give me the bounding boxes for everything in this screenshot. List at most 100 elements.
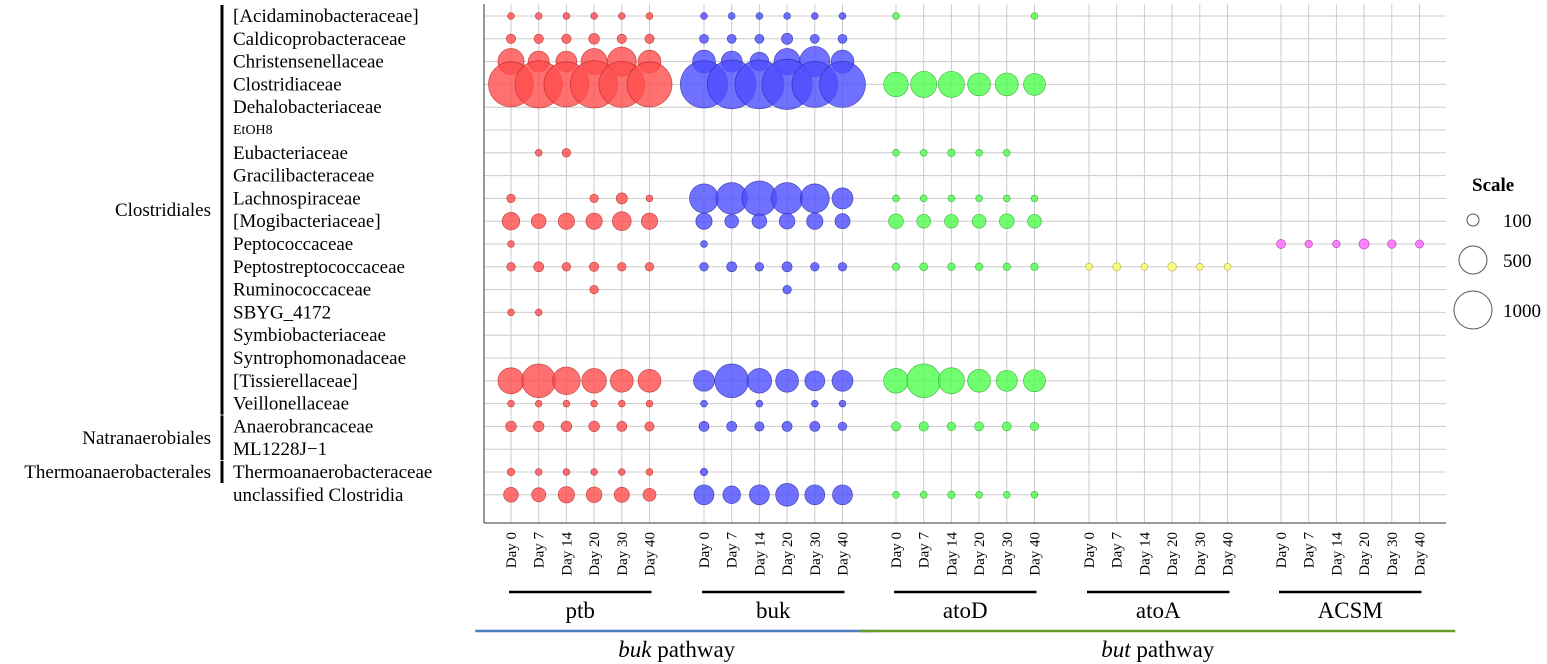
- legend-value: 500: [1503, 251, 1532, 272]
- family-label: Syntrophomonadaceae: [233, 348, 406, 369]
- bubble-buk: [700, 399, 708, 408]
- bubble-buk: [775, 483, 799, 507]
- bubble-atod: [883, 368, 909, 394]
- bubble-ptb: [626, 61, 673, 108]
- bubble-atod: [919, 262, 929, 272]
- bubble-atod: [1002, 262, 1011, 271]
- bubble-buk: [782, 284, 792, 295]
- family-label: Gracilibacteraceae: [233, 166, 374, 187]
- bubble-ptb: [640, 212, 659, 230]
- bubble-buk: [727, 12, 736, 20]
- bubble-buk: [754, 33, 765, 44]
- bubble-atod: [892, 194, 900, 203]
- bubble-acsm: [1387, 239, 1397, 249]
- bubble-buk: [693, 369, 715, 392]
- day-tick-label: Day 0: [889, 532, 905, 568]
- day-tick-label: Day 20: [780, 532, 796, 576]
- bubble-buk: [810, 262, 820, 272]
- bubble-buk: [726, 421, 738, 432]
- family-label: Veillonellaceae: [233, 394, 349, 415]
- bubble-buk: [755, 399, 764, 408]
- bubble-ptb: [507, 308, 515, 317]
- bubble-buk: [746, 368, 773, 394]
- family-label: Symbiobacteriaceae: [233, 325, 386, 346]
- day-tick-label: Day 40: [836, 532, 852, 576]
- legend-circle: [1458, 245, 1488, 275]
- bubble-ptb: [642, 487, 657, 502]
- gene-label: atoA: [1136, 598, 1181, 623]
- day-tick-label: Day 14: [752, 532, 768, 576]
- bubble-ptb: [589, 261, 600, 272]
- bubble-buk: [819, 61, 866, 108]
- bubble-ptb: [533, 33, 544, 44]
- bubble-buk: [837, 421, 848, 432]
- day-tick-label: Day 20: [1165, 532, 1181, 576]
- day-tick-label: Day 40: [643, 532, 659, 576]
- gene-label: buk: [756, 598, 791, 623]
- bubble-acsm: [1304, 239, 1313, 249]
- bubble-atod: [967, 369, 991, 393]
- bubble-atod: [1001, 421, 1012, 432]
- pathway-label: but pathway: [1101, 637, 1215, 662]
- bubble-buk: [838, 12, 847, 20]
- bubble-ptb: [562, 468, 571, 476]
- bubble-atoa: [1085, 263, 1093, 271]
- bubble-ptb: [588, 33, 600, 45]
- bubble-acsm: [1415, 239, 1424, 249]
- bubble-ptb: [590, 468, 598, 476]
- pathway-label-italic: but: [1101, 637, 1131, 662]
- bubble-buk: [699, 33, 709, 44]
- day-tick-label: Day 40: [1413, 532, 1429, 576]
- bubble-ptb: [505, 420, 517, 433]
- bubble-buk: [781, 261, 793, 273]
- bubble-ptb: [645, 194, 654, 203]
- bubble-atod: [919, 149, 928, 157]
- family-label: [Mogibacteriaceae]: [233, 211, 381, 232]
- scale-legend: Scale 100 500 1000: [1453, 175, 1541, 330]
- bubble-atod: [971, 213, 987, 229]
- bubble-buk: [838, 399, 847, 408]
- bubble-buk: [809, 421, 821, 432]
- bubble-ptb: [616, 33, 627, 44]
- day-tick-label: Day 0: [697, 532, 713, 568]
- bubble-atod: [892, 149, 900, 157]
- bubble-atod: [1030, 194, 1039, 203]
- bubble-buk: [699, 467, 709, 477]
- day-tick-label: Day 30: [1385, 532, 1401, 576]
- bubble-ptb: [590, 12, 598, 20]
- bubble-ptb: [507, 240, 515, 248]
- bubble-buk: [775, 369, 799, 393]
- bubble-acsm: [1276, 239, 1286, 249]
- bubble-atod: [919, 194, 928, 203]
- bubble-buk: [806, 212, 824, 230]
- gene-label: ACSM: [1318, 598, 1383, 623]
- day-tick-label: Day 30: [1193, 532, 1209, 576]
- bubble-ptb: [645, 399, 654, 408]
- bubble-atod: [919, 491, 928, 499]
- bubble-buk: [726, 33, 737, 44]
- pathway-label-italic: buk: [618, 637, 652, 662]
- bubble-ptb: [581, 368, 607, 394]
- family-label: Eubacteriaceae: [233, 143, 348, 164]
- legend-value: 100: [1503, 211, 1532, 232]
- day-tick-label: Day 30: [808, 532, 824, 576]
- bubble-ptb: [534, 468, 543, 476]
- pathway-label-rest: pathway: [652, 637, 736, 662]
- bubble-atod: [883, 71, 909, 98]
- bubble-atod: [944, 213, 959, 229]
- bubble-ptb: [562, 399, 571, 408]
- bubble-atod: [975, 149, 983, 157]
- family-label: Lachnospiraceae: [233, 188, 361, 209]
- bubble-ptb: [644, 33, 655, 44]
- bubble-atod: [892, 12, 900, 20]
- bubble-ptb: [585, 486, 603, 504]
- day-tick-label: Day 0: [504, 532, 520, 568]
- bubble-atod: [947, 262, 956, 271]
- bubble-ptb: [561, 262, 572, 272]
- legend-title: Scale: [1472, 175, 1514, 196]
- bubble-buk: [700, 240, 708, 248]
- bubble-acsm: [1332, 239, 1341, 249]
- day-tick-label: Day 14: [559, 532, 575, 576]
- bubble-ptb: [617, 262, 627, 272]
- legend-circle: [1466, 213, 1480, 227]
